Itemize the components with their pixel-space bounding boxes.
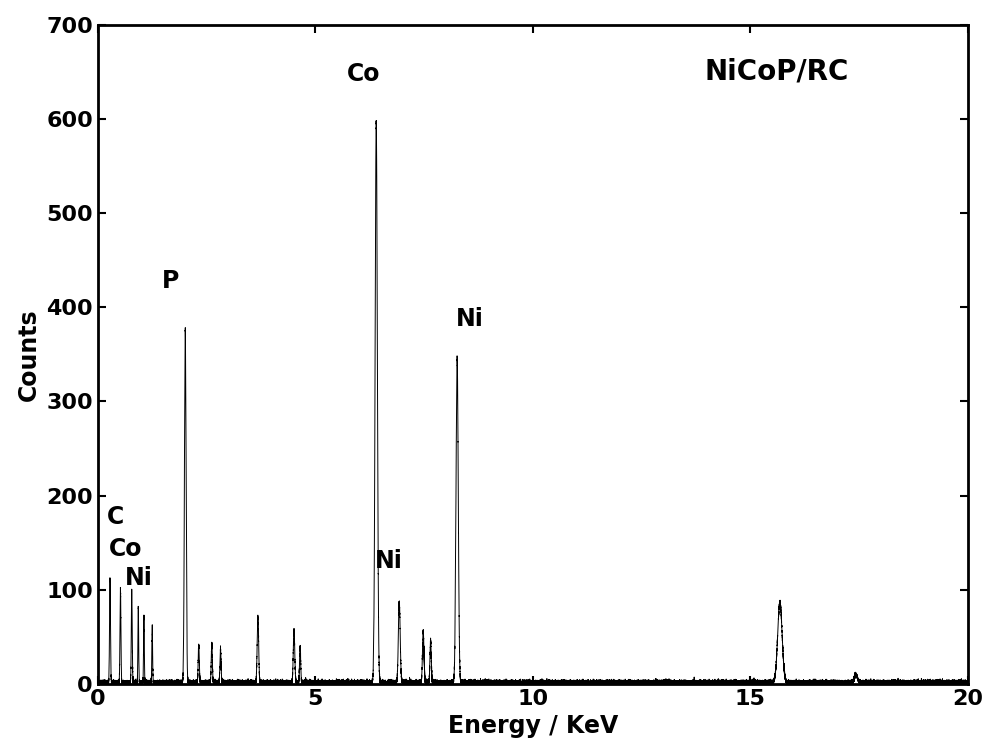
Text: NiCoP/RC: NiCoP/RC [704,57,849,85]
Text: Ni: Ni [456,307,484,331]
Text: Co: Co [346,62,380,86]
Text: P: P [162,269,180,293]
Text: Ni: Ni [125,565,153,590]
Text: Ni: Ni [374,549,402,573]
Y-axis label: Counts: Counts [17,308,41,401]
Text: C: C [107,504,124,528]
X-axis label: Energy / KeV: Energy / KeV [448,714,618,738]
Text: Co: Co [109,538,143,562]
